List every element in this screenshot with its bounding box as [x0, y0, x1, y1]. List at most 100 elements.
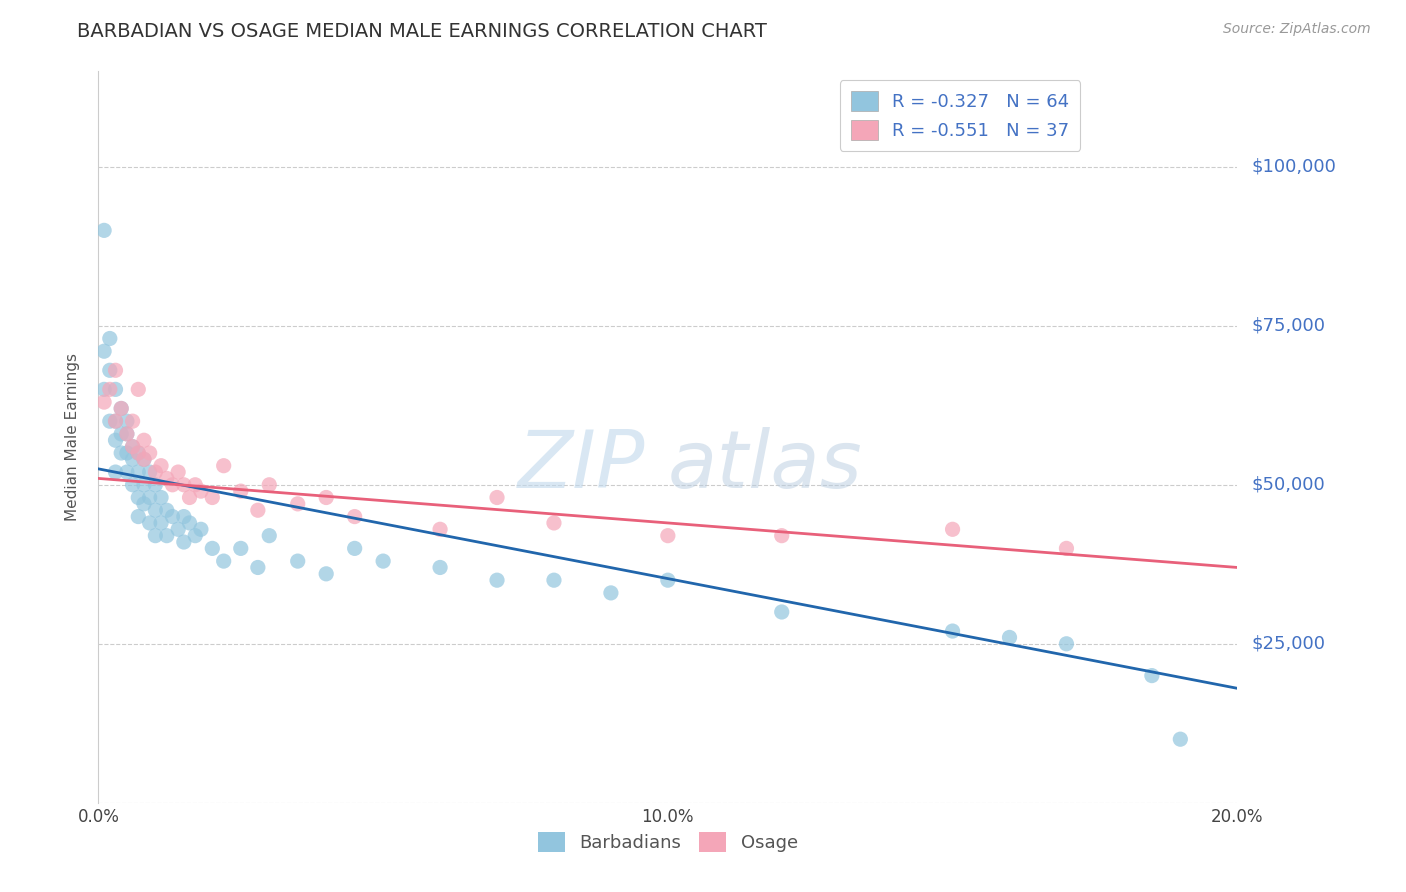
Point — [98, 414, 121, 428]
Point — [132, 452, 155, 467]
Point — [121, 477, 143, 491]
Point — [115, 446, 138, 460]
Point — [98, 363, 121, 377]
Point — [173, 535, 195, 549]
Point — [173, 509, 195, 524]
Point — [93, 344, 115, 359]
Text: BARBADIAN VS OSAGE MEDIAN MALE EARNINGS CORRELATION CHART: BARBADIAN VS OSAGE MEDIAN MALE EARNINGS … — [77, 22, 768, 41]
Point — [93, 223, 115, 237]
Point — [942, 624, 965, 638]
Point — [110, 426, 132, 441]
Point — [127, 446, 149, 460]
Point — [770, 529, 793, 543]
Text: $50,000: $50,000 — [1251, 475, 1324, 494]
Point — [190, 522, 212, 536]
Point — [179, 491, 201, 505]
Point — [145, 465, 167, 479]
Point — [212, 554, 235, 568]
Point — [145, 477, 167, 491]
Point — [156, 503, 179, 517]
Point — [138, 465, 160, 479]
Point — [259, 477, 281, 491]
Point — [429, 560, 451, 574]
Point — [115, 414, 138, 428]
Point — [287, 497, 309, 511]
Point — [145, 503, 167, 517]
Point — [201, 541, 224, 556]
Text: ZIP: ZIP — [517, 427, 645, 506]
Point — [315, 491, 337, 505]
Point — [373, 554, 395, 568]
Point — [229, 484, 252, 499]
Point — [1170, 732, 1192, 747]
Point — [315, 566, 337, 581]
Point — [104, 383, 127, 397]
Point — [287, 554, 309, 568]
Point — [942, 522, 965, 536]
Point — [138, 446, 160, 460]
Point — [104, 414, 127, 428]
Point — [1056, 541, 1078, 556]
Point — [246, 560, 269, 574]
Point — [127, 509, 149, 524]
Point — [98, 383, 121, 397]
Point — [115, 465, 138, 479]
Point — [115, 426, 138, 441]
Point — [121, 440, 143, 454]
Point — [104, 434, 127, 448]
Point — [98, 331, 121, 345]
Point — [150, 516, 173, 530]
Point — [184, 529, 207, 543]
Point — [543, 516, 565, 530]
Point — [998, 631, 1021, 645]
Point — [121, 414, 143, 428]
Point — [127, 491, 149, 505]
Point — [229, 541, 252, 556]
Point — [201, 491, 224, 505]
Point — [486, 573, 509, 587]
Text: Source: ZipAtlas.com: Source: ZipAtlas.com — [1223, 22, 1371, 37]
Point — [138, 516, 160, 530]
Point — [110, 446, 132, 460]
Point — [132, 497, 155, 511]
Point — [115, 426, 138, 441]
Point — [104, 465, 127, 479]
Point — [1056, 637, 1078, 651]
Point — [138, 491, 160, 505]
Point — [93, 395, 115, 409]
Point — [156, 529, 179, 543]
Point — [132, 434, 155, 448]
Point — [127, 465, 149, 479]
Point — [167, 522, 190, 536]
Point — [486, 491, 509, 505]
Text: atlas: atlas — [668, 427, 863, 506]
Point — [600, 586, 623, 600]
Point — [1140, 668, 1163, 682]
Point — [150, 491, 173, 505]
Point — [121, 440, 143, 454]
Point — [132, 452, 155, 467]
Point — [121, 452, 143, 467]
Point — [93, 383, 115, 397]
Point — [343, 541, 366, 556]
Point — [190, 484, 212, 499]
Point — [343, 509, 366, 524]
Point — [179, 516, 201, 530]
Text: $100,000: $100,000 — [1251, 158, 1336, 176]
Point — [657, 529, 679, 543]
Point — [770, 605, 793, 619]
Point — [167, 465, 190, 479]
Point — [429, 522, 451, 536]
Point — [212, 458, 235, 473]
Point — [150, 458, 173, 473]
Point — [127, 383, 149, 397]
Point — [162, 477, 184, 491]
Point — [162, 509, 184, 524]
Text: $25,000: $25,000 — [1251, 635, 1326, 653]
Text: $75,000: $75,000 — [1251, 317, 1326, 334]
Point — [173, 477, 195, 491]
Point — [184, 477, 207, 491]
Point — [127, 446, 149, 460]
Point — [156, 471, 179, 485]
Point — [104, 414, 127, 428]
